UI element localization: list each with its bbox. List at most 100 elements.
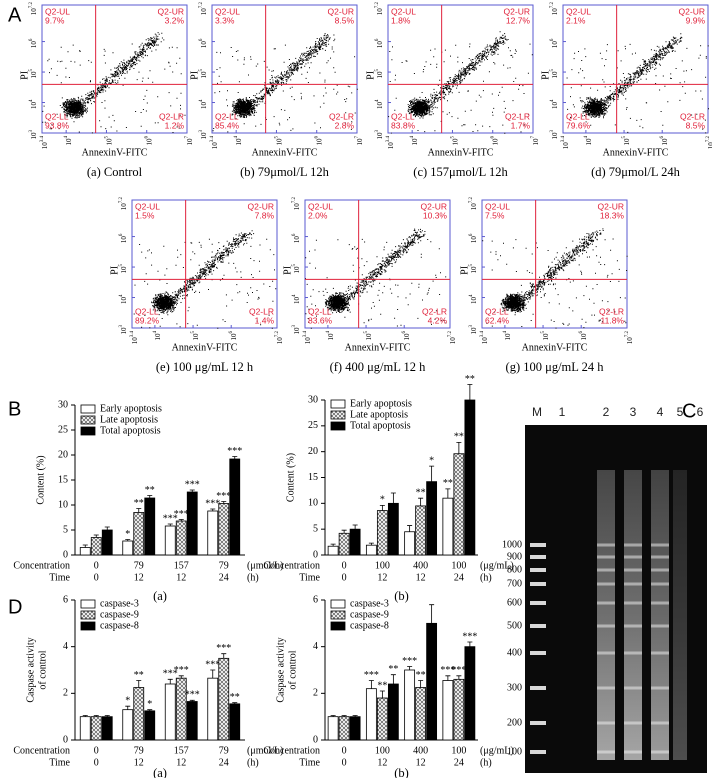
tick-label: 104 bbox=[584, 136, 592, 146]
tick-base: 10 bbox=[481, 337, 489, 345]
bar bbox=[186, 701, 198, 741]
significance-label: *** bbox=[216, 643, 231, 654]
x-tick-label: 0 bbox=[342, 560, 347, 571]
lane-label: 4 bbox=[657, 405, 664, 419]
x-axis-label: AnnexinV-FITC bbox=[345, 342, 411, 353]
tick-label: 103 bbox=[292, 325, 300, 335]
significance-label: *** bbox=[205, 659, 220, 670]
tick-label: 105 bbox=[292, 264, 300, 274]
bar bbox=[415, 505, 427, 556]
tick-label: 107.2 bbox=[292, 197, 300, 211]
tick-base: 10 bbox=[315, 138, 323, 146]
error-bar bbox=[368, 680, 374, 689]
tick-exponent: 7.2 bbox=[199, 2, 204, 9]
plot-frame bbox=[131, 199, 278, 329]
bar bbox=[218, 503, 230, 556]
error-bar bbox=[104, 526, 110, 530]
significance-label: *** bbox=[163, 513, 178, 524]
tick-base: 10 bbox=[120, 266, 128, 274]
row-label: Time bbox=[49, 572, 70, 583]
tick-label: 107.2 bbox=[469, 197, 477, 211]
tick-exponent: 5 bbox=[451, 136, 456, 139]
bar bbox=[387, 683, 399, 741]
y-axis-label: PI bbox=[189, 71, 200, 80]
tick-label: 106 bbox=[550, 38, 558, 48]
quadrant-name: Q2-LR bbox=[249, 306, 274, 316]
tick-exponent: 3 bbox=[119, 325, 124, 328]
y-tick-label: 25 bbox=[308, 420, 318, 431]
quadrant-name: Q2-UR bbox=[158, 6, 184, 16]
tick-label: 104 bbox=[375, 99, 383, 109]
row-label: Time bbox=[299, 757, 320, 768]
bar bbox=[338, 532, 350, 556]
tick-exponent: 3.4 bbox=[386, 136, 391, 143]
tick-exponent: 7.2 bbox=[292, 197, 297, 204]
bar bbox=[404, 669, 416, 741]
quadrant-name: Q2-UR bbox=[598, 201, 624, 211]
error-bar bbox=[178, 519, 184, 521]
tick-exponent: 3.4 bbox=[561, 136, 566, 143]
tick-label: 107 bbox=[355, 136, 363, 146]
tick-exponent: 6 bbox=[315, 136, 320, 139]
error-bar bbox=[189, 699, 195, 702]
x-tick-label: 24 bbox=[454, 757, 464, 768]
tick-base: 10 bbox=[200, 71, 208, 79]
bar bbox=[79, 716, 91, 741]
tick-base: 10 bbox=[145, 138, 153, 146]
marker-band bbox=[530, 582, 546, 586]
quadrant-name: Q2-UL bbox=[566, 6, 591, 16]
tick-exponent: 4 bbox=[199, 99, 204, 102]
x-axis-label: AnnexinV-FITC bbox=[82, 147, 148, 158]
bar bbox=[365, 544, 377, 556]
y-tick-label: 0 bbox=[63, 734, 68, 745]
tick-base: 10 bbox=[120, 327, 128, 335]
panel-letter: B bbox=[8, 398, 21, 420]
tick-exponent: 6 bbox=[375, 38, 380, 41]
y-tick-label: 5 bbox=[313, 523, 318, 534]
marker-label: 800 bbox=[507, 564, 522, 575]
ladder-band bbox=[597, 624, 615, 628]
legend-swatch bbox=[330, 399, 346, 409]
significance-label: ** bbox=[416, 487, 426, 498]
quadrant-percent: 4.2% bbox=[428, 315, 448, 325]
tick-label: 105 bbox=[622, 136, 630, 146]
tick-label: 104 bbox=[29, 99, 37, 109]
bar bbox=[464, 646, 476, 741]
tick-label: 105 bbox=[199, 69, 207, 79]
tick-exponent: 7.2 bbox=[625, 331, 630, 338]
bar bbox=[164, 683, 176, 741]
tick-label: 107 bbox=[185, 136, 193, 146]
y-axis-label: Caspase activity bbox=[275, 637, 286, 702]
tick-base: 10 bbox=[387, 142, 395, 150]
error-bar bbox=[93, 715, 99, 717]
y-tick-label: 6 bbox=[63, 594, 68, 605]
tick-label: 106 bbox=[145, 136, 153, 146]
tick-label: 107.2 bbox=[199, 2, 207, 16]
quadrant-percent: 3.3% bbox=[215, 15, 235, 25]
tick-label: 105 bbox=[550, 69, 558, 79]
error-bar bbox=[368, 542, 374, 546]
quadrant-percent: 1.7% bbox=[511, 120, 531, 130]
legend-swatch bbox=[330, 421, 346, 431]
tick-base: 10 bbox=[661, 138, 669, 146]
tick-exponent: 6 bbox=[469, 233, 474, 236]
tick-base: 10 bbox=[41, 142, 49, 150]
error-bar bbox=[125, 705, 131, 710]
y-tick-label: 10 bbox=[308, 498, 318, 509]
error-bar bbox=[104, 715, 110, 717]
tick-exponent: 6 bbox=[292, 233, 297, 236]
bar bbox=[327, 716, 339, 741]
unit-label: (h) bbox=[480, 572, 492, 583]
tick-exponent: 4 bbox=[584, 136, 589, 139]
error-bar bbox=[167, 678, 173, 684]
tick-exponent: 7 bbox=[355, 136, 360, 139]
x-tick-label: 79 bbox=[219, 560, 229, 571]
quadrant-percent: 2.8% bbox=[335, 120, 355, 130]
tick-base: 10 bbox=[551, 8, 559, 16]
event-dots bbox=[482, 228, 628, 329]
bar bbox=[90, 716, 102, 741]
quadrant-name: Q2-UL bbox=[485, 201, 510, 211]
bar bbox=[122, 709, 134, 741]
x-tick-label: 12 bbox=[176, 757, 186, 768]
significance-label: ** bbox=[230, 692, 240, 703]
